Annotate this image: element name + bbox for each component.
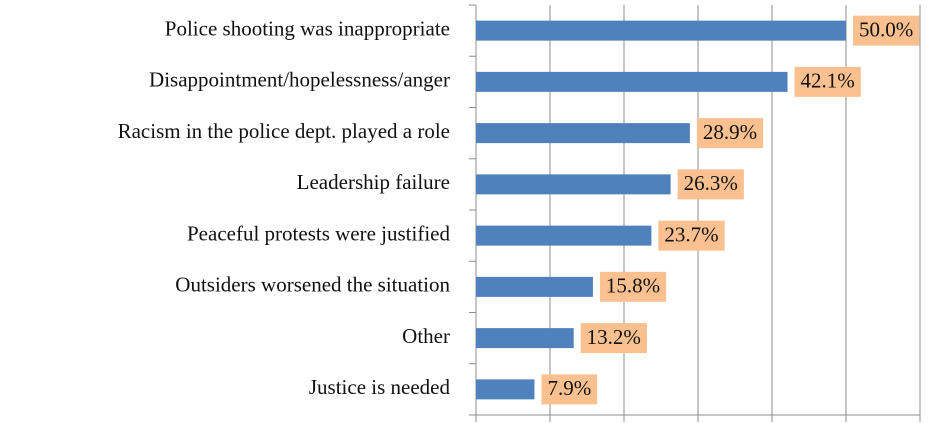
bar — [476, 174, 671, 195]
data-label: 28.9% — [703, 120, 757, 144]
y-tick-label: Racism in the police dept. played a role — [118, 119, 450, 143]
data-label: 15.8% — [606, 274, 660, 298]
data-label-box — [599, 271, 667, 302]
data-label-box — [541, 374, 598, 405]
data-label-box — [677, 169, 744, 200]
y-tick-label: Outsiders worsened the situation — [175, 273, 450, 297]
data-label: 26.3% — [684, 171, 738, 195]
data-label: 13.2% — [587, 325, 641, 349]
y-tick-label: Police shooting was inappropriate — [165, 16, 450, 40]
data-label: 50.0% — [859, 17, 913, 41]
y-tick-label: Disappointment/hopelessness/anger — [149, 68, 450, 92]
bar — [476, 379, 535, 400]
y-tick-label: Other — [402, 324, 450, 348]
data-label-box — [696, 118, 764, 149]
y-tick-label: Peaceful protests were justified — [187, 221, 450, 245]
bar — [476, 276, 593, 297]
bar — [476, 225, 652, 246]
data-label: 23.7% — [664, 222, 718, 246]
bar — [476, 328, 574, 349]
bar — [476, 123, 690, 144]
data-label-box — [794, 66, 861, 97]
y-tick-label: Leadership failure — [297, 170, 450, 194]
bar — [476, 71, 788, 92]
y-tick-label: Justice is needed — [309, 375, 451, 399]
data-label-box — [853, 15, 920, 46]
data-label-box — [658, 220, 725, 251]
bar — [476, 20, 846, 41]
data-label-box — [580, 323, 647, 354]
data-label: 42.1% — [801, 69, 855, 93]
data-label: 7.9% — [547, 376, 591, 400]
